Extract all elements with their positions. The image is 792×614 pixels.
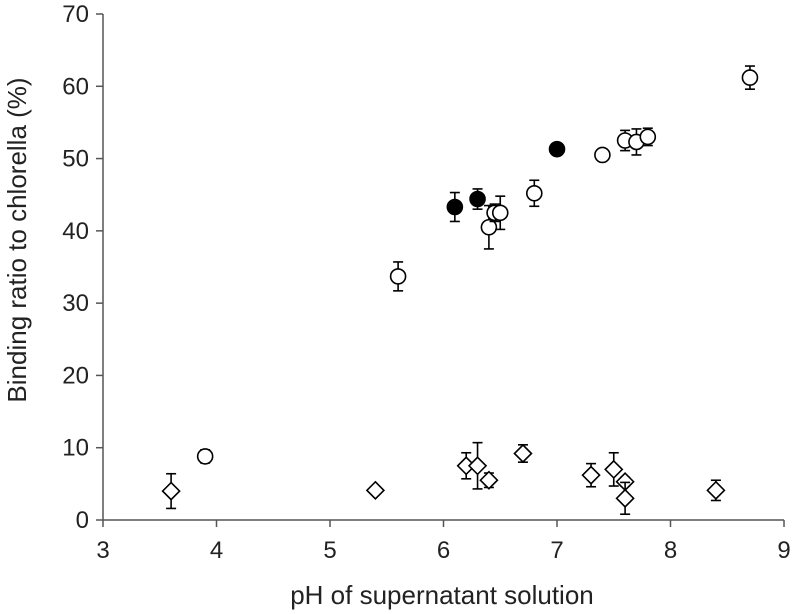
data-point: [513, 443, 533, 464]
x-tick-label: 5: [323, 537, 336, 564]
x-tick-label: 3: [96, 537, 109, 564]
diamond-marker: [615, 488, 635, 508]
data-point: [706, 479, 726, 502]
data-point: [479, 470, 499, 490]
y-tick-label: 50: [62, 146, 89, 173]
open-circle-marker: [480, 218, 498, 236]
open-circle-marker: [196, 448, 214, 465]
data-point: [581, 462, 601, 488]
data-point: [491, 195, 509, 231]
open-circle-marker: [491, 204, 509, 222]
data-point: [741, 65, 759, 90]
data-point: [469, 188, 486, 210]
y-tick-label: 70: [62, 1, 89, 28]
diamond-marker: [581, 465, 601, 485]
diamond-marker: [161, 481, 181, 501]
x-tick-label: 8: [664, 537, 677, 564]
filled-circle-marker: [548, 140, 566, 158]
diamond-marker: [467, 456, 488, 476]
y-tick-label: 10: [62, 435, 89, 462]
data-point: [196, 448, 214, 465]
y-axis-title: Binding ratio to chlorella (%): [2, 77, 32, 402]
axes: [96, 13, 785, 527]
x-tick-label: 4: [210, 537, 223, 564]
data-point: [639, 127, 657, 147]
x-tick-label: 9: [777, 537, 790, 564]
open-circle-marker: [594, 146, 611, 164]
filled-circle-marker: [446, 198, 464, 216]
diamond-marker: [479, 470, 499, 490]
tick-labels: 0 10 20 30 40 50 60 70 3 4 5 6 7 8 9: [62, 1, 790, 564]
data-point: [525, 179, 543, 208]
x-tick-label: 7: [550, 537, 563, 564]
y-tick-label: 30: [62, 290, 89, 317]
open-circle-marker: [525, 184, 543, 202]
data-point: [365, 480, 386, 500]
y-tick-label: 20: [62, 362, 89, 389]
y-tick-label: 60: [62, 73, 89, 100]
data-point: [615, 481, 635, 516]
data-point: [548, 140, 566, 158]
y-tick-label: 40: [62, 218, 89, 245]
diamond-marker: [365, 480, 386, 500]
data-point: [446, 191, 464, 223]
data-point: [467, 441, 488, 490]
y-tick-label: 0: [76, 507, 89, 534]
x-tick-label: 6: [437, 537, 450, 564]
open-circle-marker: [389, 268, 407, 285]
data-point: [604, 451, 624, 487]
open-circle-marker: [639, 128, 657, 146]
data-point: [161, 472, 181, 510]
data-point: [389, 261, 407, 292]
open-circle-marker: [741, 69, 759, 86]
x-axis-title: pH of supernatant solution: [290, 580, 594, 610]
diamond-marker: [706, 480, 726, 500]
data-point: [594, 146, 611, 164]
filled-circle-marker: [469, 190, 486, 208]
diamond-marker: [513, 443, 533, 464]
data-points: [161, 65, 759, 516]
diamond-marker: [604, 459, 624, 480]
